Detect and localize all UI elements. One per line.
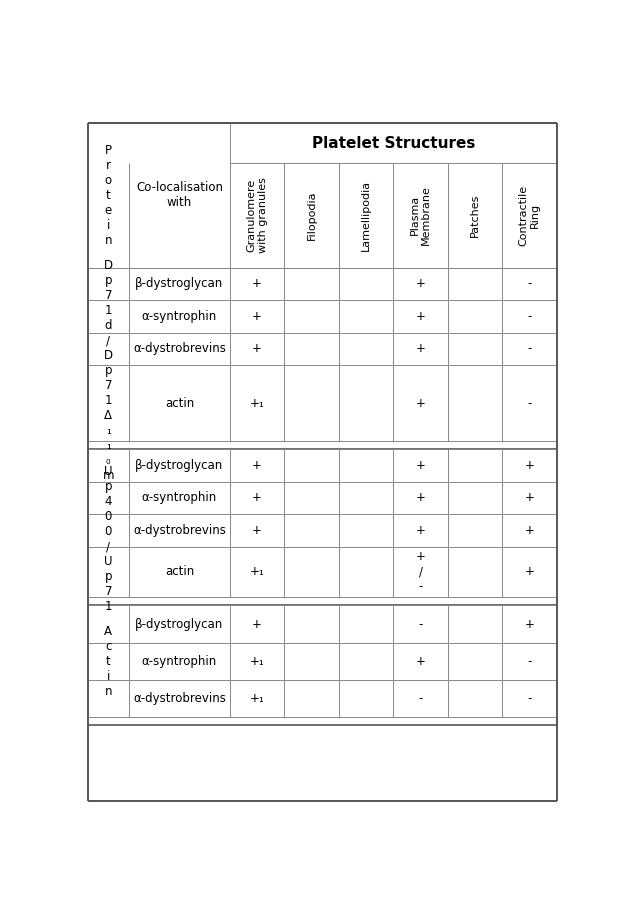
Text: +: + xyxy=(525,523,534,537)
Text: -: - xyxy=(527,342,532,355)
Text: +: + xyxy=(416,459,426,472)
Text: Filopodia: Filopodia xyxy=(306,190,316,240)
Text: Granulomere
with granules: Granulomere with granules xyxy=(246,177,268,253)
Text: Co-localisation
with: Co-localisation with xyxy=(136,181,223,210)
Text: α-syntrophin: α-syntrophin xyxy=(142,310,217,323)
Text: +: + xyxy=(416,523,426,537)
Text: +: + xyxy=(252,617,262,631)
Text: +: + xyxy=(525,617,534,631)
Text: +: + xyxy=(416,342,426,355)
Text: α-syntrophin: α-syntrophin xyxy=(142,655,217,668)
Text: +₁: +₁ xyxy=(250,396,265,410)
Text: +: + xyxy=(525,491,534,505)
Text: P
r
o
t
e
i
n: P r o t e i n xyxy=(105,144,112,247)
Text: +
/
-: + / - xyxy=(416,551,426,594)
Text: +: + xyxy=(252,523,262,537)
Text: +: + xyxy=(525,459,534,472)
Text: +: + xyxy=(252,310,262,323)
Text: -: - xyxy=(418,692,422,705)
Text: +: + xyxy=(252,459,262,472)
Text: Contractile
Ring: Contractile Ring xyxy=(519,185,540,246)
Text: actin: actin xyxy=(165,396,194,410)
Text: α-dystrobrevins: α-dystrobrevins xyxy=(133,342,226,355)
Text: +₁: +₁ xyxy=(250,655,265,668)
Text: +: + xyxy=(416,396,426,410)
Text: +₁: +₁ xyxy=(250,692,265,705)
Text: +: + xyxy=(416,310,426,323)
Text: -: - xyxy=(418,617,422,631)
Text: U
p
4
0
0
/
U
p
7
1: U p 4 0 0 / U p 7 1 xyxy=(104,466,112,614)
Text: A
c
t
i
n: A c t i n xyxy=(104,625,112,698)
Text: -: - xyxy=(527,655,532,668)
Text: Platelet Structures: Platelet Structures xyxy=(311,135,475,150)
Text: β-dystroglycan: β-dystroglycan xyxy=(135,278,223,290)
Text: +: + xyxy=(416,655,426,668)
Text: +: + xyxy=(416,491,426,505)
Text: -: - xyxy=(527,278,532,290)
Text: +: + xyxy=(525,566,534,578)
Text: β-dystroglycan: β-dystroglycan xyxy=(135,459,223,472)
Text: Lamellipodia: Lamellipodia xyxy=(361,179,371,250)
Text: -: - xyxy=(527,396,532,410)
Text: α-syntrophin: α-syntrophin xyxy=(142,491,217,505)
Text: +: + xyxy=(416,278,426,290)
Text: actin: actin xyxy=(165,566,194,578)
Text: Patches: Patches xyxy=(470,194,480,237)
Text: +: + xyxy=(252,342,262,355)
Text: Plasma
Membrane: Plasma Membrane xyxy=(410,186,431,245)
Text: -: - xyxy=(527,692,532,705)
Text: D
p
7
1
d
/
D
p
7
1
Δ
₁
₁
₀
m: D p 7 1 d / D p 7 1 Δ ₁ ₁ ₀ m xyxy=(102,259,114,482)
Text: β-dystroglycan: β-dystroglycan xyxy=(135,617,223,631)
Text: +: + xyxy=(252,278,262,290)
Text: +₁: +₁ xyxy=(250,566,265,578)
Text: α-dystrobrevins: α-dystrobrevins xyxy=(133,692,226,705)
Text: α-dystrobrevins: α-dystrobrevins xyxy=(133,523,226,537)
Text: +: + xyxy=(252,491,262,505)
Text: -: - xyxy=(527,310,532,323)
